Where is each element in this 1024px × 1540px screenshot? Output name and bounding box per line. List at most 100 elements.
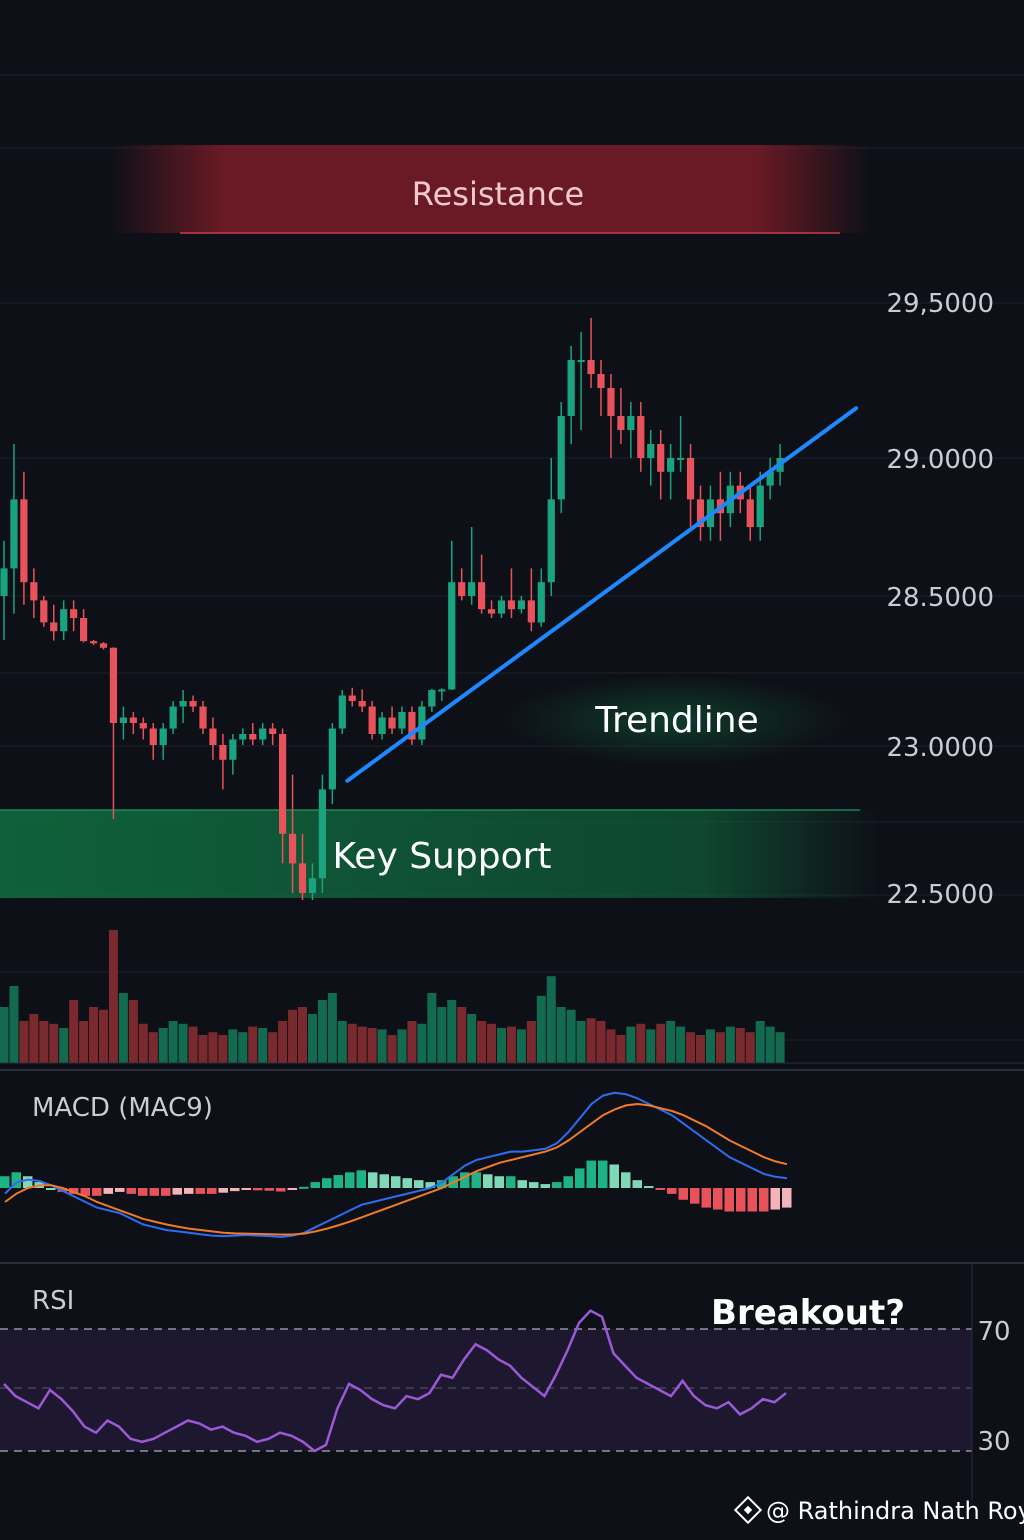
- macd-histogram-bar: [322, 1178, 332, 1188]
- macd-histogram-bar: [736, 1188, 746, 1212]
- volume-bar: [735, 1028, 745, 1063]
- candle-body: [577, 360, 585, 362]
- volume-bar: [696, 1035, 705, 1063]
- macd-histogram-bar: [287, 1188, 297, 1190]
- macd-histogram-bar: [391, 1176, 401, 1188]
- volume-bar: [526, 1021, 536, 1063]
- macd-histogram-bar: [241, 1188, 251, 1190]
- candle-body: [746, 499, 754, 527]
- macd-histogram-bar: [586, 1160, 596, 1188]
- volume-bar: [298, 1007, 307, 1063]
- volume-bar: [188, 1026, 198, 1063]
- candle-body: [358, 701, 366, 707]
- candle-body: [129, 717, 137, 723]
- volume-bar: [138, 1023, 148, 1063]
- volume-bar: [118, 993, 128, 1063]
- macd-histogram-bar: [299, 1186, 309, 1189]
- macd-histogram-bar: [345, 1172, 355, 1188]
- volume-bar: [457, 1007, 467, 1063]
- macd-histogram-bar: [149, 1188, 159, 1196]
- macd-histogram-bar: [540, 1184, 550, 1188]
- volume-bar: [447, 1000, 457, 1063]
- macd-histogram-bar: [552, 1182, 562, 1188]
- diamond-logo-icon: [733, 1495, 763, 1525]
- candle-body: [99, 643, 108, 648]
- candle-body: [159, 728, 167, 745]
- volume-bar: [19, 1021, 29, 1063]
- candle-body: [627, 416, 635, 430]
- candle-body: [229, 739, 237, 760]
- volume-bar: [307, 1014, 317, 1063]
- volume-bar: [208, 1032, 218, 1063]
- volume-bar: [268, 1032, 278, 1063]
- macd-histogram-bar: [529, 1182, 539, 1188]
- macd-histogram-bar: [218, 1188, 228, 1193]
- candle-body: [368, 706, 376, 734]
- macd-histogram-bar: [276, 1188, 286, 1192]
- candle-body: [507, 600, 516, 610]
- macd-series: [0, 1091, 792, 1239]
- volume-bar: [327, 993, 337, 1063]
- macd-histogram-bar: [46, 1188, 56, 1190]
- candle-body: [388, 717, 396, 729]
- candle-body: [259, 728, 267, 740]
- candle-body: [557, 416, 565, 500]
- support-label: Key Support: [332, 836, 551, 877]
- candle-body: [418, 706, 426, 740]
- volume-bar: [546, 976, 556, 1063]
- price-label: 23.0000: [886, 733, 994, 763]
- volume-bar: [506, 1026, 516, 1063]
- candle-body: [478, 582, 486, 610]
- price-label: 29.0000: [886, 445, 994, 475]
- candle-body: [637, 416, 645, 458]
- macd-histogram-bar: [747, 1188, 757, 1212]
- volume-bar: [347, 1023, 357, 1063]
- candle-body: [70, 609, 78, 618]
- candle-body: [448, 582, 456, 690]
- volume-bar: [407, 1021, 417, 1063]
- volume-bar: [576, 1021, 586, 1063]
- volume-series: [0, 930, 785, 1063]
- macd-histogram-bar: [103, 1188, 113, 1194]
- volume-bar: [317, 1000, 327, 1063]
- trendline-series: [345, 406, 859, 783]
- volume-bar: [427, 993, 437, 1063]
- candle-body: [10, 499, 18, 569]
- volume-bar: [178, 1023, 188, 1063]
- candle-body: [328, 728, 336, 790]
- candle-body: [378, 717, 386, 734]
- volume-bar: [108, 930, 118, 1063]
- macd-histogram-bar: [506, 1176, 516, 1188]
- candle-body: [766, 471, 774, 486]
- candle-body: [308, 878, 317, 893]
- volume-bar: [666, 1021, 676, 1063]
- watermark-text: @ Rathindra Nath Roy: [766, 1497, 1024, 1525]
- candle-body: [20, 499, 28, 583]
- candle-body: [50, 622, 58, 632]
- volume-bar: [775, 1032, 785, 1063]
- candle-body: [438, 689, 446, 692]
- volume-bar: [676, 1026, 686, 1063]
- macd-histogram-bar: [402, 1178, 412, 1188]
- volume-bar: [258, 1028, 268, 1063]
- volume-bar: [168, 1021, 178, 1063]
- candle-body: [338, 695, 346, 729]
- candle-body: [348, 695, 356, 701]
- candle-body: [607, 388, 615, 416]
- volume-bar: [636, 1023, 646, 1063]
- candle-body: [647, 444, 655, 458]
- price-label: 22.5000: [886, 880, 994, 910]
- macd-histogram-bar: [11, 1172, 21, 1188]
- volume-bar: [586, 1018, 596, 1063]
- macd-histogram-bar: [414, 1180, 424, 1188]
- volume-bar: [616, 1035, 626, 1063]
- volume-bar: [765, 1026, 775, 1063]
- candle-body: [398, 712, 406, 729]
- candle-body: [269, 728, 277, 734]
- volume-bar: [367, 1028, 377, 1063]
- volume-bar: [467, 1014, 477, 1063]
- macd-histogram-bar: [425, 1182, 435, 1188]
- candle-body: [189, 701, 197, 707]
- candle-body: [497, 600, 506, 614]
- candle-body: [119, 717, 127, 723]
